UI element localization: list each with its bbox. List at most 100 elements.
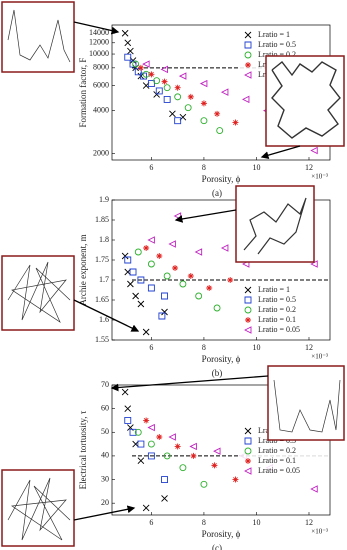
marker [244,51,252,59]
x-tick-label: 8 [202,518,206,527]
marker [174,93,182,101]
legend-label: Lratio = 0.2 [258,50,296,59]
marker [137,300,145,308]
marker [147,452,155,460]
y-tick-label: 1.75 [95,255,109,264]
marker [137,440,145,448]
marker [244,31,252,39]
x-tick-label: 6 [149,343,153,352]
arrow [110,375,269,392]
x-axis-label: Porosity, ϕ [202,529,241,539]
marker [227,277,234,283]
marker [161,308,168,316]
marker [161,476,168,483]
inset-path [7,261,71,323]
y-tick-label: 4000 [93,105,109,114]
marker [243,71,252,79]
marker [195,292,203,300]
x-tick-label: 6 [149,163,153,172]
y-tick-label: 1.6 [99,315,109,324]
x-tick-label: 6 [149,518,153,527]
marker [190,452,197,459]
marker [160,65,168,74]
x-tick-label: 10 [252,518,260,527]
marker [245,62,251,68]
marker [213,447,221,455]
y-tick-label: 1.65 [95,295,109,304]
marker [147,236,155,244]
marker [129,428,137,436]
inset-box [235,185,315,263]
marker [245,458,251,464]
marker [174,443,181,450]
marker [163,452,171,460]
marker [187,93,194,100]
marker [163,84,171,92]
marker [121,252,129,260]
arrow [260,145,301,159]
legend-label: Lratio = 0.1 [258,456,296,465]
marker [244,437,252,445]
y-tick-label: 1.9 [99,195,109,204]
marker [142,60,150,68]
legend-label: Lratio = 0.5 [258,40,296,49]
marker [161,292,168,300]
inset-path [7,477,71,541]
marker [200,100,207,107]
arrow [73,299,140,332]
marker [216,127,224,134]
marker [156,253,163,259]
marker [214,110,221,117]
x-tick-label: 8 [202,163,206,172]
y-tick-label: 14000 [89,28,109,37]
marker [241,95,250,104]
legend-label: Lratio = 0.05 [258,325,300,334]
marker [220,244,229,252]
marker [158,312,166,320]
marker [147,260,155,268]
marker [174,117,182,125]
marker [147,284,155,292]
marker [206,285,213,291]
x-axis-label: Porosity, ϕ [202,354,241,364]
marker [163,272,171,280]
marker [245,317,251,323]
inset-box [267,365,345,441]
arrow [73,505,136,521]
marker [243,326,252,334]
marker [161,78,168,85]
marker [211,462,218,469]
x-tick-label: 10 [252,343,260,352]
marker [148,71,155,78]
y-tick-label: 1.7 [99,275,109,284]
panel-label: (a) [212,188,222,198]
marker [184,104,192,112]
marker [155,87,163,95]
marker [121,388,129,396]
marker [161,495,168,502]
marker [310,485,318,493]
marker [310,146,318,155]
marker [137,64,144,71]
marker [143,245,150,251]
legend-box [240,284,328,337]
marker [143,417,150,424]
marker [194,248,203,256]
y-tick-label: 1.55 [95,335,109,344]
marker [129,268,137,276]
inset-box [1,1,75,73]
marker [153,91,160,98]
x-axis-label: Porosity, ϕ [202,174,241,184]
marker [178,72,187,80]
marker [199,79,208,88]
x-tick-label: 10 [252,163,260,172]
y-tick-label: 1.8 [99,235,109,244]
marker [147,440,155,448]
marker [134,68,142,76]
marker [189,442,197,451]
x-tick-label: 8 [202,343,206,352]
marker [244,427,252,435]
marker [147,423,155,432]
inset-box [1,255,75,331]
